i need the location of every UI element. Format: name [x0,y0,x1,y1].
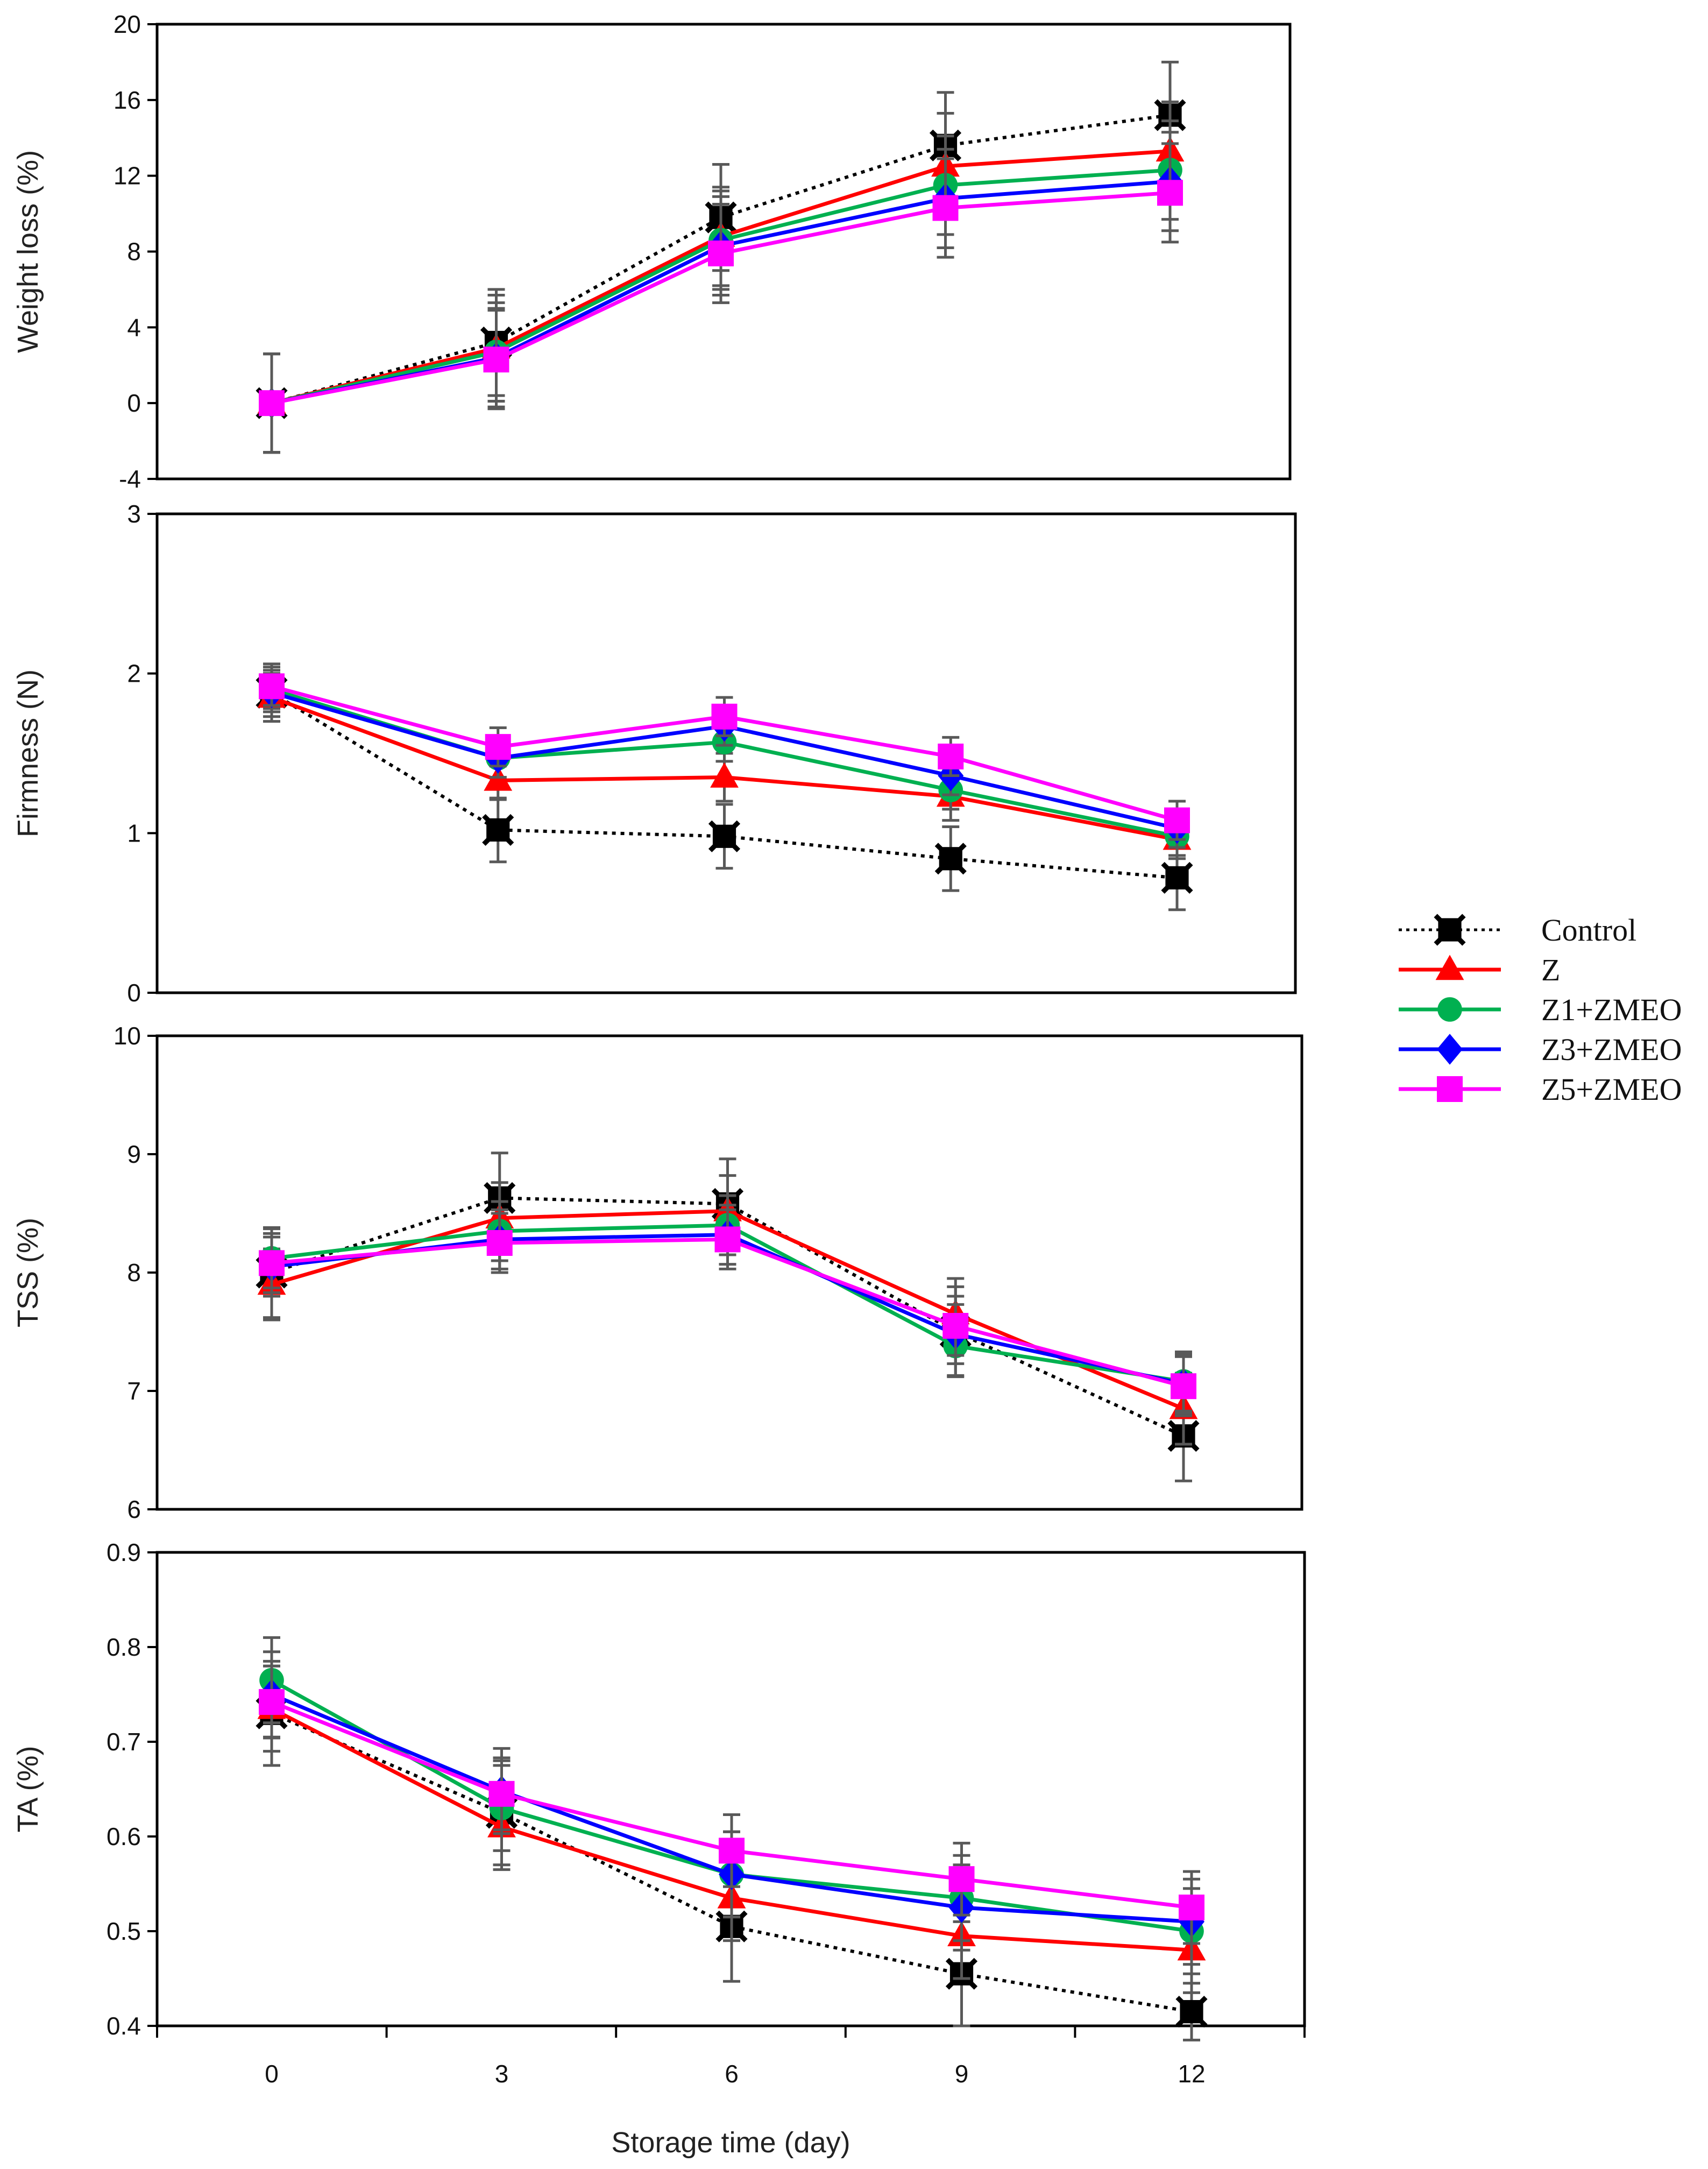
y-tick-label: -4 [119,465,141,493]
chart-panel-2: 0 1 2 3 Firmness (N) [12,500,1297,1007]
series-z5-zmeo [259,142,1183,454]
legend-z3-zmeo-label: Z3+ZMEO [1541,1032,1682,1067]
series-control-marker [482,814,514,846]
y-axis-title: TSS (%) [12,1218,44,1327]
series-z5-zmeo-marker [719,1838,745,1864]
series-z5-zmeo [259,666,1190,841]
chart-panel-1: -4 0 4 8 12 16 20 Weight loss (%) [12,10,1292,493]
y-tick-label: 0 [127,979,141,1007]
y-tick-label: 7 [127,1377,141,1405]
y-tick-label: 9 [127,1140,141,1168]
y-tick-label: 12 [114,162,141,190]
y-tick-label: 3 [127,500,141,528]
series-z3-zmeo [259,1650,1204,1966]
series-z5-zmeo-marker [488,1781,515,1807]
y-tick-label: 8 [127,1259,141,1287]
legend-control-marker [1434,914,1466,946]
x-tick-label: 6 [725,2060,739,2088]
series-z5-zmeo-marker [1179,1895,1204,1920]
series-z5-zmeo [259,1208,1196,1417]
series-z5-zmeo-marker [486,1230,513,1256]
series-control-marker [708,820,741,852]
y-tick-label: 0.4 [107,2012,141,2040]
plot-frame [155,1034,1303,1511]
series-control-marker [1161,861,1193,894]
y-tick-label: 20 [114,10,141,38]
y-tick-label: 0.6 [107,1822,141,1850]
y-tick-label: 0 [127,389,141,417]
series-z5-zmeo-marker [1171,1373,1196,1400]
y-tick-label: 16 [114,86,141,114]
series-z5-zmeo-marker [259,1250,285,1276]
series-z5-zmeo-marker [714,1226,741,1253]
series-z-marker [710,762,739,788]
y-axis-title: Firmness (N) [12,669,44,837]
plot-frame [155,1551,1306,2027]
legend-z5-zmeo-marker [1437,1076,1463,1102]
series-z5-zmeo-marker [259,673,285,700]
series-z5-zmeo-marker [948,1866,975,1892]
series-control-line [271,114,1171,405]
y-tick-label: 6 [127,1495,141,1523]
legend-control-label: Control [1541,913,1636,948]
legend-z-label: Z [1541,952,1560,987]
legend-z: Z [1399,952,1560,987]
legend-z5-zmeo-label: Z5+ZMEO [1541,1072,1682,1107]
x-tick-label: 3 [495,2060,509,2088]
y-tick-label: 10 [114,1022,141,1050]
series-control-marker [1175,1996,1208,2028]
series-z5-zmeo-marker [1157,180,1183,206]
series-z5-zmeo-marker [942,1313,969,1339]
y-tick-label: 0.7 [107,1728,141,1756]
series-z5-zmeo-marker [938,743,964,769]
y-tick-label: 0.9 [107,1538,141,1566]
series-z5-zmeo-marker [711,703,738,730]
y-tick-label: 0.8 [107,1633,141,1661]
series-z5-zmeo-marker [259,1689,285,1715]
legend-z-marker [1435,955,1464,980]
series-control-marker [934,843,967,875]
x-axis-title: Storage time (day) [611,2126,850,2159]
legend-z1-zmeo-marker [1437,997,1462,1022]
legend-z1-zmeo: Z1+ZMEO [1399,992,1682,1027]
y-axis-title: TA (%) [12,1746,44,1833]
series-z5-zmeo-marker [708,241,734,267]
chart-legend: Control Z Z1+ZMEO Z3+ZMEO Z5+ZMEO [1399,913,1682,1107]
x-tick-label: 12 [1178,2060,1205,2088]
series-z5-zmeo [259,1664,1204,1945]
x-tick-label: 9 [955,2060,969,2088]
legend-z3-zmeo-marker [1437,1034,1463,1065]
x-tick-label: 0 [265,2060,279,2088]
series-z5-zmeo-marker [485,734,511,760]
y-axis-title: Weight loss (%) [12,150,44,353]
chart-panel-3: 6 7 8 9 10 TSS (%) [12,1022,1303,1523]
legend-z5-zmeo: Z5+ZMEO [1399,1072,1682,1107]
legend-z3-zmeo: Z3+ZMEO [1399,1032,1682,1067]
y-tick-label: 8 [127,238,141,266]
legend-control: Control [1399,913,1636,948]
legend-z1-zmeo-label: Z1+ZMEO [1541,992,1682,1027]
plot-frame [155,512,1297,994]
y-tick-label: 0.5 [107,1917,141,1945]
series-z5-zmeo-marker [932,195,959,221]
series-z5-zmeo-marker [259,390,285,416]
y-tick-label: 2 [127,660,141,688]
y-tick-label: 4 [127,313,141,341]
series-control-line [271,1712,1192,2013]
series-z5-zmeo-marker [1164,807,1190,833]
chart-panel-4: 0.4 0.5 0.6 0.7 0.8 0.9 TA (%) 0 3 6 9 12 Storage ti… [12,1538,1306,2159]
y-tick-label: 1 [127,819,141,847]
series-z5-zmeo-marker [483,347,509,373]
